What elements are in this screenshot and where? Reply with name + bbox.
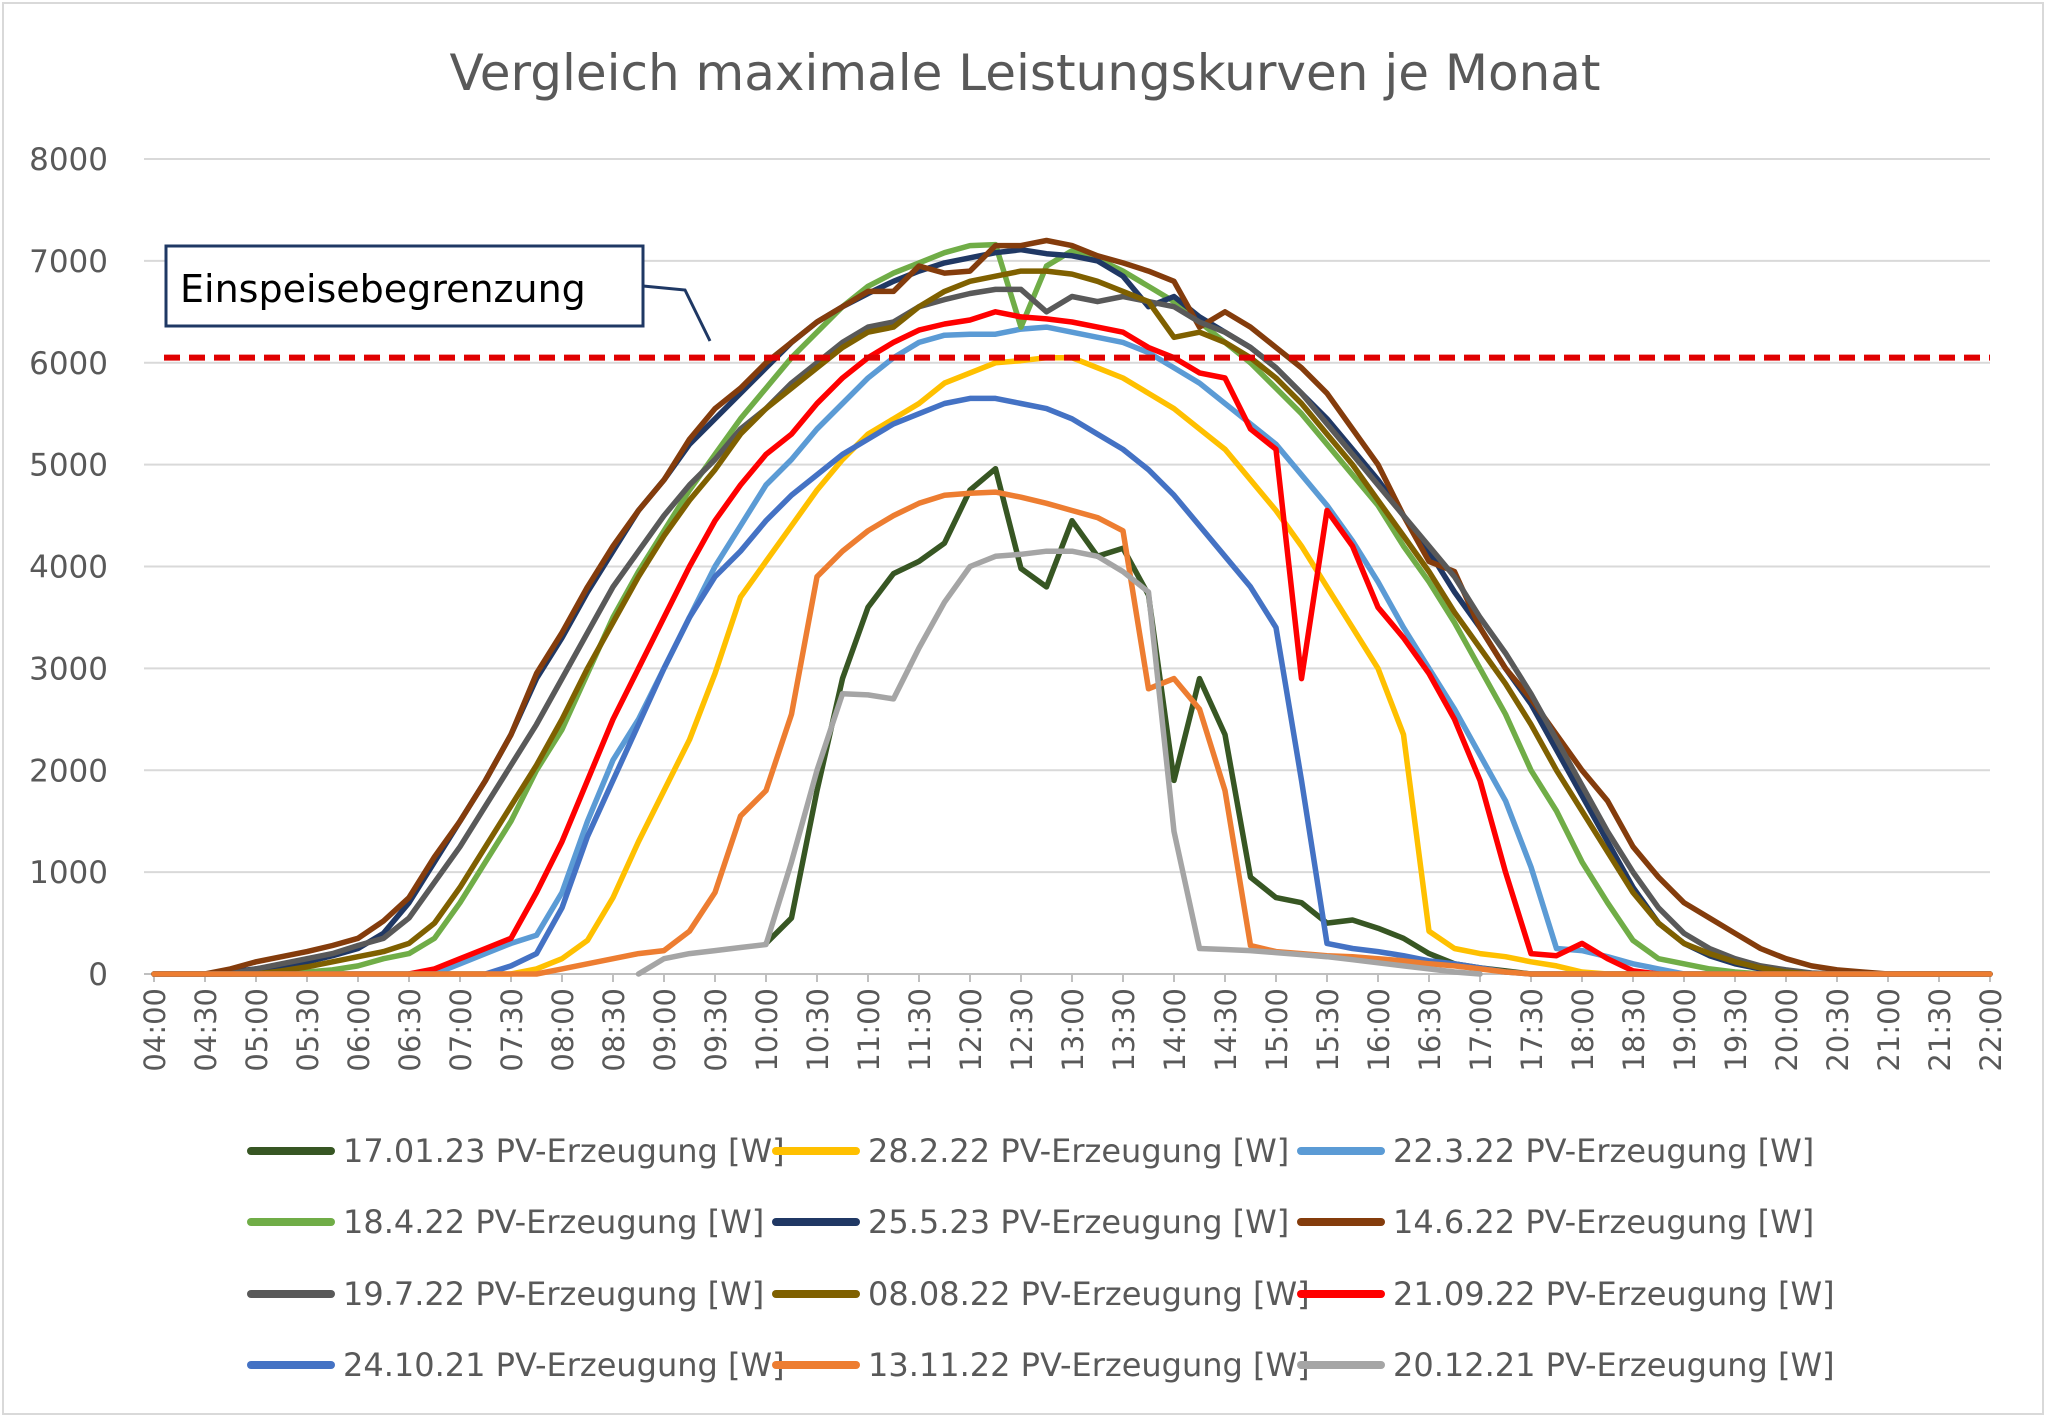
x-tick-label: 06:30	[393, 988, 427, 1072]
annotation-group: Einspeisebegrenzung	[164, 244, 712, 342]
gridlines	[144, 158, 1990, 975]
x-tick-label: 21:00	[1872, 988, 1906, 1072]
x-tick-label: 04:00	[138, 988, 172, 1072]
x-tick-label: 14:00	[1158, 988, 1192, 1072]
series-lines	[151, 237, 1993, 977]
legend-label-2: 22.3.22 PV-Erzeugung [W]	[1393, 1132, 1814, 1170]
x-axis-tick-labels: 04:00 04:30 05:00 05:30 06:00 06:30 07:00 07:30…	[138, 974, 2008, 1072]
y-axis-tick-labels: 0 1000 2000 3000 4000 5000 6000 7000 8000	[29, 142, 108, 993]
series-line-6	[151, 286, 1993, 977]
y-tick-label: 1000	[29, 855, 108, 891]
series-line-8	[406, 309, 1662, 977]
annotation-label: Einspeisebegrenzung	[180, 267, 586, 311]
x-tick-label: 08:30	[597, 988, 631, 1072]
x-tick-label: 16:30	[1413, 988, 1447, 1072]
x-tick-label: 09:00	[648, 988, 682, 1072]
x-tick-label: 14:30	[1209, 988, 1243, 1072]
x-tick-label: 04:30	[189, 988, 223, 1072]
x-tick-label: 05:30	[291, 988, 325, 1072]
x-tick-label: 10:30	[801, 988, 835, 1072]
y-tick-label: 5000	[29, 448, 108, 484]
x-tick-label: 19:30	[1719, 988, 1753, 1072]
annotation-leader-line	[642, 284, 712, 342]
series-line-3	[151, 241, 1993, 977]
legend-label-6: 19.7.22 PV-Erzeugung [W]	[343, 1275, 764, 1313]
series-line-2	[151, 324, 1993, 977]
y-tick-label: 7000	[29, 244, 108, 280]
x-tick-label: 12:00	[954, 988, 988, 1072]
x-tick-label: 09:30	[699, 988, 733, 1072]
x-tick-label: 20:00	[1770, 988, 1804, 1072]
y-tick-label: 2000	[29, 753, 108, 789]
x-tick-label: 15:30	[1311, 988, 1345, 1072]
legend-label-5: 14.6.22 PV-Erzeugung [W]	[1393, 1203, 1814, 1241]
x-tick-label: 18:00	[1566, 988, 1600, 1072]
x-tick-label: 05:00	[240, 988, 274, 1072]
series-line-11	[635, 548, 1483, 977]
legend-label-11: 20.12.21 PV-Erzeugung [W]	[1393, 1346, 1835, 1384]
series-line-1	[151, 354, 1993, 977]
y-tick-label: 0	[88, 957, 108, 993]
y-tick-label: 6000	[29, 346, 108, 382]
series-line-10	[151, 489, 1993, 977]
x-tick-label: 10:00	[750, 988, 784, 1072]
series-line-9	[151, 395, 1993, 977]
x-tick-label: 12:30	[1005, 988, 1039, 1072]
y-tick-label: 3000	[29, 651, 108, 687]
series-line-7	[151, 268, 1993, 977]
annotation-box	[164, 244, 645, 328]
legend-label-9: 24.10.21 PV-Erzeugung [W]	[343, 1346, 785, 1384]
x-tick-label: 08:00	[546, 988, 580, 1072]
x-tick-label: 11:30	[903, 988, 937, 1072]
x-tick-label: 17:30	[1515, 988, 1549, 1072]
y-tick-label: 4000	[29, 550, 108, 586]
x-tick-label: 13:00	[1056, 988, 1090, 1072]
legend: 17.01.23 PV-Erzeugung [W] 28.2.22 PV-Erze…	[247, 1132, 1835, 1384]
legend-label-1: 28.2.22 PV-Erzeugung [W]	[868, 1132, 1289, 1170]
legend-label-0: 17.01.23 PV-Erzeugung [W]	[343, 1132, 785, 1170]
x-tick-label: 22:00	[1974, 988, 2008, 1072]
legend-label-10: 13.11.22 PV-Erzeugung [W]	[868, 1346, 1310, 1384]
x-tick-label: 15:00	[1260, 988, 1294, 1072]
x-tick-label: 11:00	[852, 988, 886, 1072]
x-tick-label: 19:00	[1668, 988, 1702, 1072]
x-tick-label: 07:30	[495, 988, 529, 1072]
x-tick-label: 16:00	[1362, 988, 1396, 1072]
x-tick-label: 20:30	[1821, 988, 1855, 1072]
x-tick-label: 07:00	[444, 988, 478, 1072]
legend-label-8: 21.09.22 PV-Erzeugung [W]	[1393, 1275, 1835, 1313]
x-tick-label: 06:00	[342, 988, 376, 1072]
x-tick-label: 17:00	[1464, 988, 1498, 1072]
x-tick-label: 13:30	[1107, 988, 1141, 1072]
series-line-0	[763, 465, 1993, 977]
x-tick-label: 18:30	[1617, 988, 1651, 1072]
chart-title: Vergleich maximale Leistungskurven je Mo…	[449, 44, 1600, 102]
series-line-5	[151, 237, 1993, 977]
y-tick-label: 8000	[29, 142, 108, 178]
legend-label-7: 08.08.22 PV-Erzeugung [W]	[868, 1275, 1310, 1313]
chart: Vergleich maximale Leistungskurven je Mo…	[29, 44, 2008, 1384]
legend-label-4: 25.5.23 PV-Erzeugung [W]	[868, 1203, 1289, 1241]
x-tick-label: 21:30	[1923, 988, 1957, 1072]
legend-label-3: 18.4.22 PV-Erzeugung [W]	[343, 1203, 764, 1241]
